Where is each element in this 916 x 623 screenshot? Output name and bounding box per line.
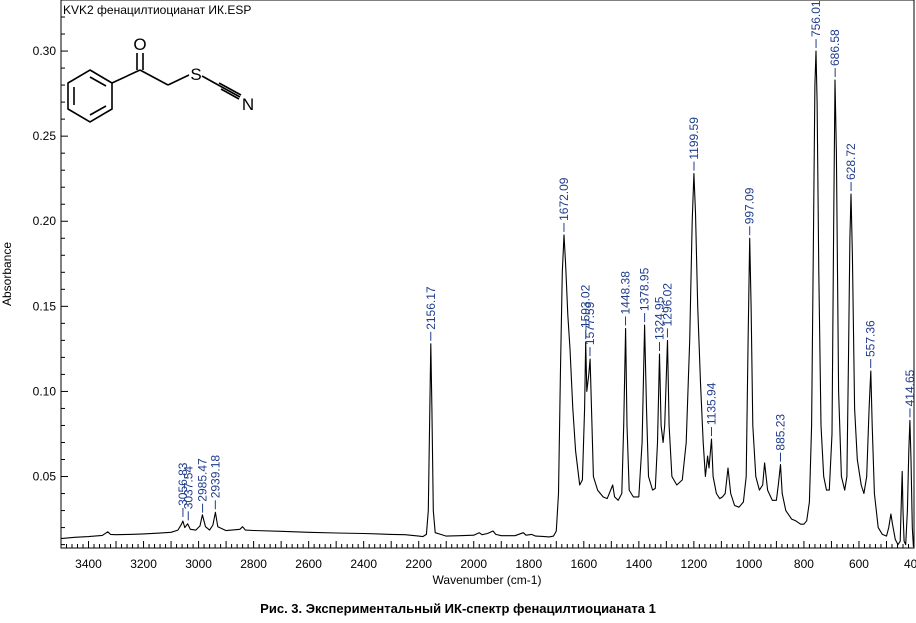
x-axis: 3400 3200 3000 2800 2600 2400 2200 2000 1800 1600… bbox=[60, 541, 916, 571]
peak-label: 1324.95 bbox=[653, 296, 667, 351]
peak-label: 686.58 bbox=[828, 29, 842, 77]
peak-label-text: 2985.47 bbox=[196, 458, 210, 502]
y-tick-label: 0.10 bbox=[33, 384, 57, 398]
peak-label-text: 628.72 bbox=[844, 143, 858, 180]
x-tick-label: 400 bbox=[904, 557, 916, 571]
x-tick-label: 1400 bbox=[625, 557, 652, 571]
peak-label: 2985.47 bbox=[196, 458, 210, 513]
peak-label: 1135.94 bbox=[705, 382, 719, 437]
peak-label: 1672.09 bbox=[557, 177, 571, 232]
peak-label: 885.23 bbox=[774, 414, 788, 462]
x-tick-label: 1600 bbox=[570, 557, 597, 571]
peak-label-text: 1672.09 bbox=[557, 177, 571, 221]
y-tick-label: 0.25 bbox=[33, 129, 57, 143]
x-tick-label: 600 bbox=[849, 557, 869, 571]
peak-label-text: 997.09 bbox=[743, 187, 757, 224]
peak-label-text: 1593.02 bbox=[579, 284, 593, 328]
x-tick-label: 3000 bbox=[185, 557, 212, 571]
y-tick-label: 0.20 bbox=[33, 214, 57, 228]
y-tick-label: 0.05 bbox=[33, 470, 57, 484]
x-axis-label: Wavenumber (cm-1) bbox=[433, 573, 542, 587]
peak-label-text: 1324.95 bbox=[653, 296, 667, 340]
peak-label: 557.36 bbox=[864, 320, 878, 369]
x-tick-label: 800 bbox=[794, 557, 814, 571]
peak-label-text: 2156.17 bbox=[424, 286, 438, 330]
peak-label-text: 686.58 bbox=[828, 29, 842, 66]
peak-label-text: 1577.59 bbox=[583, 301, 597, 345]
peak-label-text: 1135.94 bbox=[705, 382, 719, 425]
x-tick-label: 2000 bbox=[460, 557, 487, 571]
x-tick-label: 1800 bbox=[515, 557, 542, 571]
peak-label: 3056.83 bbox=[176, 462, 190, 517]
peak-label-text: 885.23 bbox=[774, 414, 788, 451]
x-tick-label: 2200 bbox=[405, 557, 432, 571]
y-tick-label: 0.30 bbox=[33, 44, 57, 58]
peak-label: 756.01 bbox=[809, 0, 823, 49]
peak-label: 628.72 bbox=[844, 143, 858, 192]
peak-label: 1448.38 bbox=[619, 271, 633, 326]
x-tick-label: 2400 bbox=[350, 557, 377, 571]
x-tick-label: 2600 bbox=[295, 557, 322, 571]
peak-label-text: 1448.38 bbox=[619, 271, 633, 315]
atom-sulfur: S bbox=[190, 65, 201, 84]
x-tick-label: 2800 bbox=[240, 557, 267, 571]
peak-label-text: 2939.18 bbox=[208, 455, 222, 499]
peak-label: 2939.18 bbox=[208, 455, 222, 510]
peak-label-text: 1378.95 bbox=[638, 267, 652, 311]
x-tick-label: 3400 bbox=[75, 557, 102, 571]
peak-label: 1199.59 bbox=[687, 117, 701, 171]
peak-label-text: 756.01 bbox=[809, 0, 823, 37]
spectrum-line bbox=[60, 50, 915, 548]
y-axis: 0.05 0.10 0.15 0.20 0.25 0.30 bbox=[33, 0, 68, 546]
peak-label-text: 557.36 bbox=[864, 320, 878, 357]
x-tick-label: 1000 bbox=[736, 557, 763, 571]
plot-frame bbox=[60, 0, 915, 549]
peak-label-text: 1199.59 bbox=[687, 117, 701, 160]
chart-title: KVK2 фенацилтиоцианат ИК.ESP bbox=[63, 3, 252, 17]
figure-caption: Рис. 3. Экспериментальный ИК-спектр фена… bbox=[260, 601, 656, 616]
peak-label: 3037.54 bbox=[181, 466, 195, 521]
atom-nitrogen: N bbox=[242, 95, 254, 114]
peak-label: 414.65 bbox=[903, 369, 916, 418]
y-axis-label: Absorbance bbox=[0, 242, 14, 306]
atom-oxygen: O bbox=[133, 35, 146, 54]
x-tick-label: 3200 bbox=[130, 557, 157, 571]
peak-label-text: 3056.83 bbox=[176, 462, 190, 506]
peak-label: 997.09 bbox=[743, 187, 757, 236]
peak-label: 1593.02 bbox=[579, 284, 593, 340]
y-tick-label: 0.15 bbox=[33, 299, 57, 313]
peak-label: 1577.59 bbox=[583, 301, 597, 357]
molecule-structure bbox=[67, 53, 242, 123]
peak-label-text: 3037.54 bbox=[181, 466, 195, 510]
peak-label-text: 1296.02 bbox=[660, 283, 674, 327]
peak-label: 2156.17 bbox=[424, 286, 438, 341]
peak-label: 1378.95 bbox=[638, 267, 652, 323]
x-tick-label: 1200 bbox=[681, 557, 708, 571]
peak-label-text: 414.65 bbox=[903, 369, 916, 406]
peak-label: 1296.02 bbox=[660, 283, 674, 338]
